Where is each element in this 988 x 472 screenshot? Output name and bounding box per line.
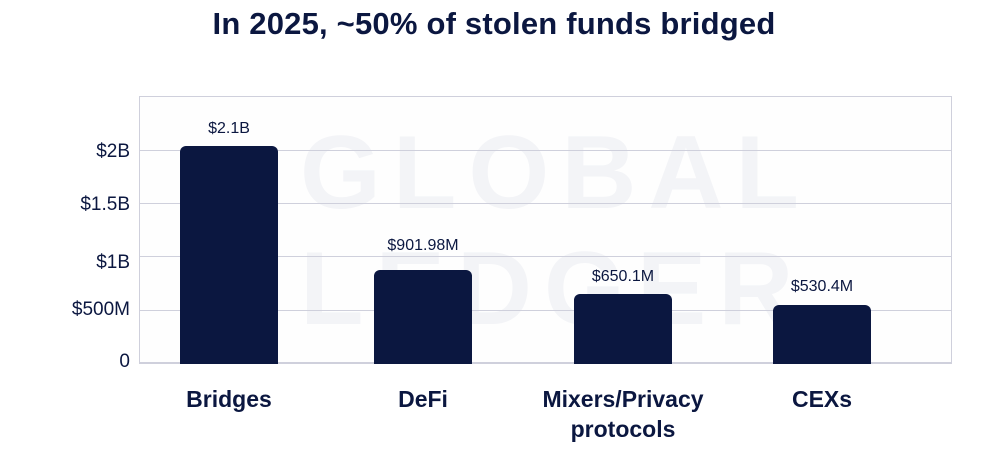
y-tick-1b: $1B [96, 252, 130, 273]
category-label-defi-text: DeFi [398, 386, 448, 412]
gridline-500m [140, 310, 951, 311]
value-label-bridges: $2.1B [208, 120, 250, 137]
value-label-mixers: $650.1M [591, 268, 655, 285]
watermark-global: GLOBAL [300, 115, 812, 231]
y-tick-2b: $2B [96, 141, 130, 162]
category-label-mixers-line1: Mixers/Privacy [542, 386, 704, 412]
gridline-1b [140, 256, 951, 257]
category-label-mixers: Mixers/Privacy protocols [503, 384, 743, 444]
gridline-1-5b [140, 203, 951, 204]
bar-bridges [180, 146, 278, 364]
category-label-cexs-text: CEXs [791, 386, 853, 412]
y-tick-0: 0 [119, 351, 130, 372]
category-label-mixers-line2: protocols [570, 416, 676, 442]
category-label-defi: DeFi [303, 384, 543, 414]
category-label-bridges: Bridges [109, 384, 349, 414]
bar-cexs [773, 305, 871, 364]
value-label-defi: $901.98M [387, 237, 459, 254]
bar-defi [374, 270, 472, 364]
category-label-bridges-text: Bridges [186, 386, 272, 412]
y-tick-500m: $500M [71, 299, 130, 320]
value-label-cexs: $530.4M [790, 278, 854, 295]
y-tick-1-5b: $1.5B [80, 194, 130, 215]
chart-title: In 2025, ~50% of stolen funds bridged [212, 6, 776, 41]
category-label-cexs: CEXs [702, 384, 942, 414]
gridline-2b [140, 150, 951, 151]
bar-mixers [574, 294, 672, 364]
